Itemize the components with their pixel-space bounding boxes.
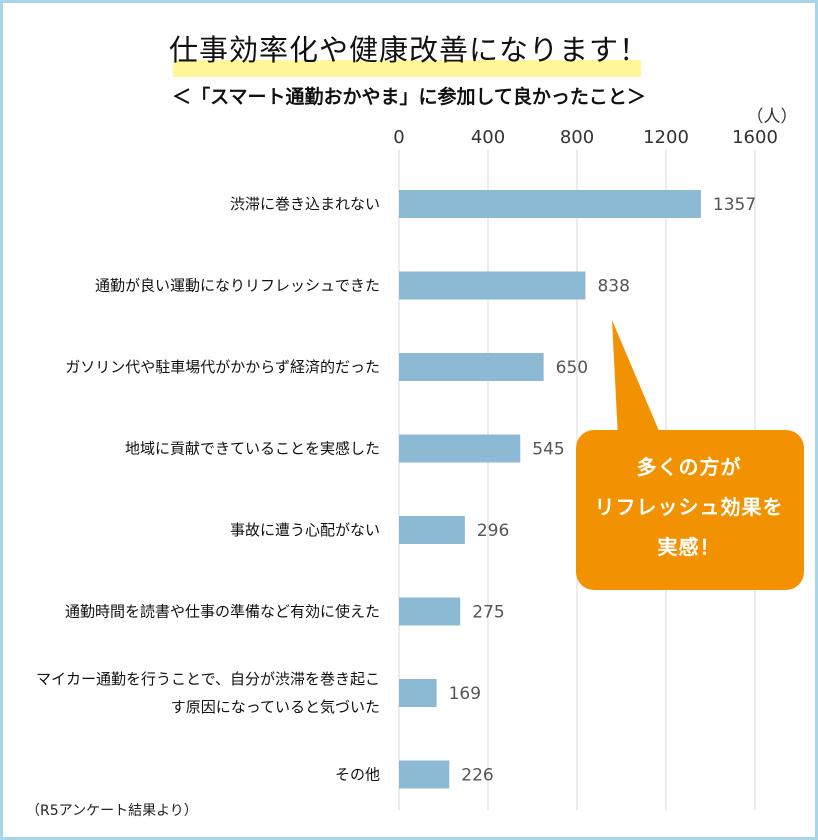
data-label: 838 xyxy=(597,277,629,297)
chart-subtitle: ＜「スマート通勤おかやま」に参加して良かったこと＞ xyxy=(172,86,646,108)
footnote: （R5アンケート結果より） xyxy=(26,803,198,819)
bar xyxy=(399,353,544,381)
data-label: 296 xyxy=(477,521,509,541)
category-label: その他 xyxy=(335,766,380,784)
page-title: 仕事効率化や健康改善になります！ xyxy=(168,33,649,67)
category-label: 通勤時間を読書や仕事の準備など有効に使えた xyxy=(65,603,380,621)
callout-line-1: 多くの方が xyxy=(636,455,742,479)
data-label: 275 xyxy=(472,603,504,623)
bar xyxy=(399,597,461,626)
data-label: 650 xyxy=(556,358,588,378)
bar xyxy=(399,190,701,218)
callout-pointer xyxy=(612,320,662,438)
bar xyxy=(399,271,586,300)
bar xyxy=(399,679,437,707)
title-highlight xyxy=(173,60,641,77)
x-tick-label: 1200 xyxy=(643,127,689,148)
data-label: 169 xyxy=(449,684,481,704)
callout-bubble xyxy=(576,430,804,590)
x-tick-label: 800 xyxy=(560,127,594,148)
category-label: 地域に貢献できていることを実感した xyxy=(125,440,380,458)
callout-line-3: 実感！ xyxy=(657,535,721,559)
data-label: 1357 xyxy=(713,195,756,215)
x-tick-label: 1600 xyxy=(732,127,778,148)
category-label: ガソリン代や駐車場代がかからず経済的だった xyxy=(65,358,380,376)
x-tick-label: 0 xyxy=(393,127,404,148)
callout-text: 多くの方が リフレッシュ効果を 実感！ xyxy=(578,447,800,567)
axis-unit-label: （人） xyxy=(747,107,798,127)
x-tick-label: 400 xyxy=(471,127,505,148)
bar xyxy=(399,760,450,789)
data-label: 545 xyxy=(532,440,564,460)
bar xyxy=(399,516,465,544)
bar xyxy=(399,434,521,463)
category-label: 渋滞に巻き込まれない xyxy=(230,195,380,213)
callout-line-2: リフレッシュ効果を xyxy=(594,495,784,519)
category-label: す原因になっていると気づいた xyxy=(171,698,380,716)
category-label: マイカー通勤を行うことで、自分が渋滞を巻き起こ xyxy=(36,670,380,688)
data-label: 226 xyxy=(461,766,493,786)
category-label: 事故に遭う心配がない xyxy=(230,521,380,539)
category-label: 通勤が良い運動になりリフレッシュできた xyxy=(95,277,380,295)
